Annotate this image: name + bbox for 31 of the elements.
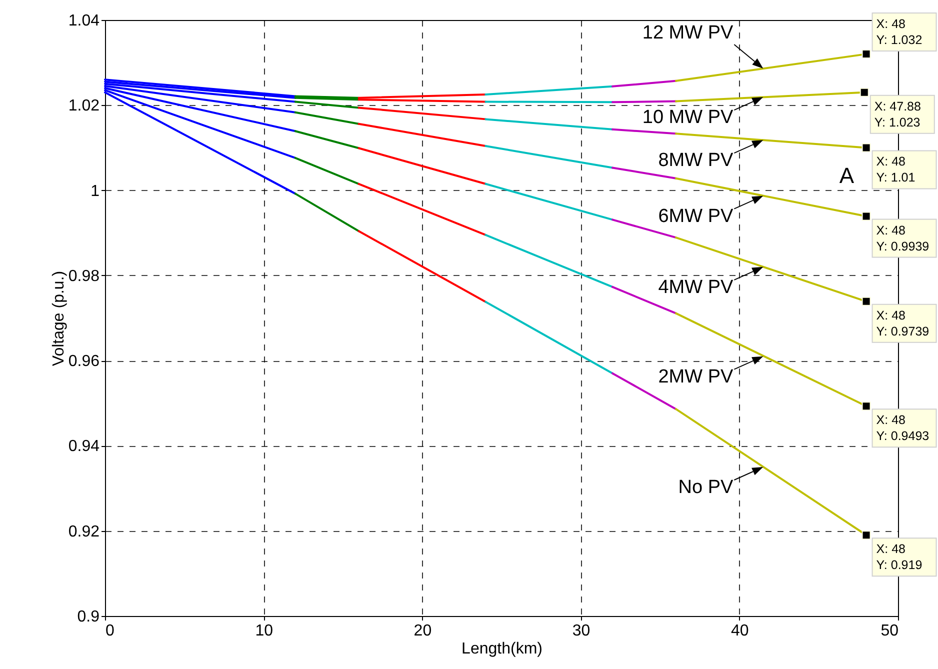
x-tick-label: 50 [880, 622, 899, 640]
annotation: A [839, 163, 854, 190]
y-tick-label: 0.96 [68, 353, 100, 370]
x-tick-label: 40 [731, 622, 749, 640]
annotation: 6MW PV [658, 206, 734, 227]
annotation: X: 48 Y: 0.919 [876, 542, 922, 572]
annotation: X: 48 Y: 0.9739 [876, 308, 930, 338]
annotation: X: 48 Y: 1.01 [876, 154, 916, 185]
annotation: 10 MW PV [642, 107, 734, 128]
x-tick-label: 20 [414, 622, 432, 640]
y-tick-label: 0.98 [68, 268, 100, 285]
y-tick-label: 0.94 [68, 438, 100, 456]
y-tick-label: 1.02 [68, 98, 100, 115]
y-tick-label: 1 [90, 182, 100, 200]
annotation: No PV [678, 477, 734, 498]
x-tick-label: 10 [255, 622, 274, 640]
x-tick-label: 30 [572, 622, 590, 640]
annotation: X: 47.88 Y: 1.023 [874, 99, 921, 130]
annotation: X: 48 Y: 1.032 [876, 17, 922, 48]
x-tick-label: 0 [106, 622, 114, 640]
y-tick-label: 0.92 [68, 523, 100, 540]
y-tick-label: 0.9 [77, 608, 100, 626]
annotation: X: 48 Y: 0.9939 [876, 223, 930, 254]
annotation: 2MW PV [658, 366, 734, 388]
annotation: X: 48 Y: 0.9493 [876, 413, 930, 444]
annotation: 4MW PV [658, 276, 734, 298]
x-axis-title: Length(km) [462, 640, 542, 658]
y-axis-title: Voltage (p.u.) [50, 270, 68, 366]
annotation: 12 MW PV [642, 22, 734, 44]
y-tick-label: 1.04 [68, 12, 100, 30]
annotation: 8MW PV [658, 150, 734, 172]
